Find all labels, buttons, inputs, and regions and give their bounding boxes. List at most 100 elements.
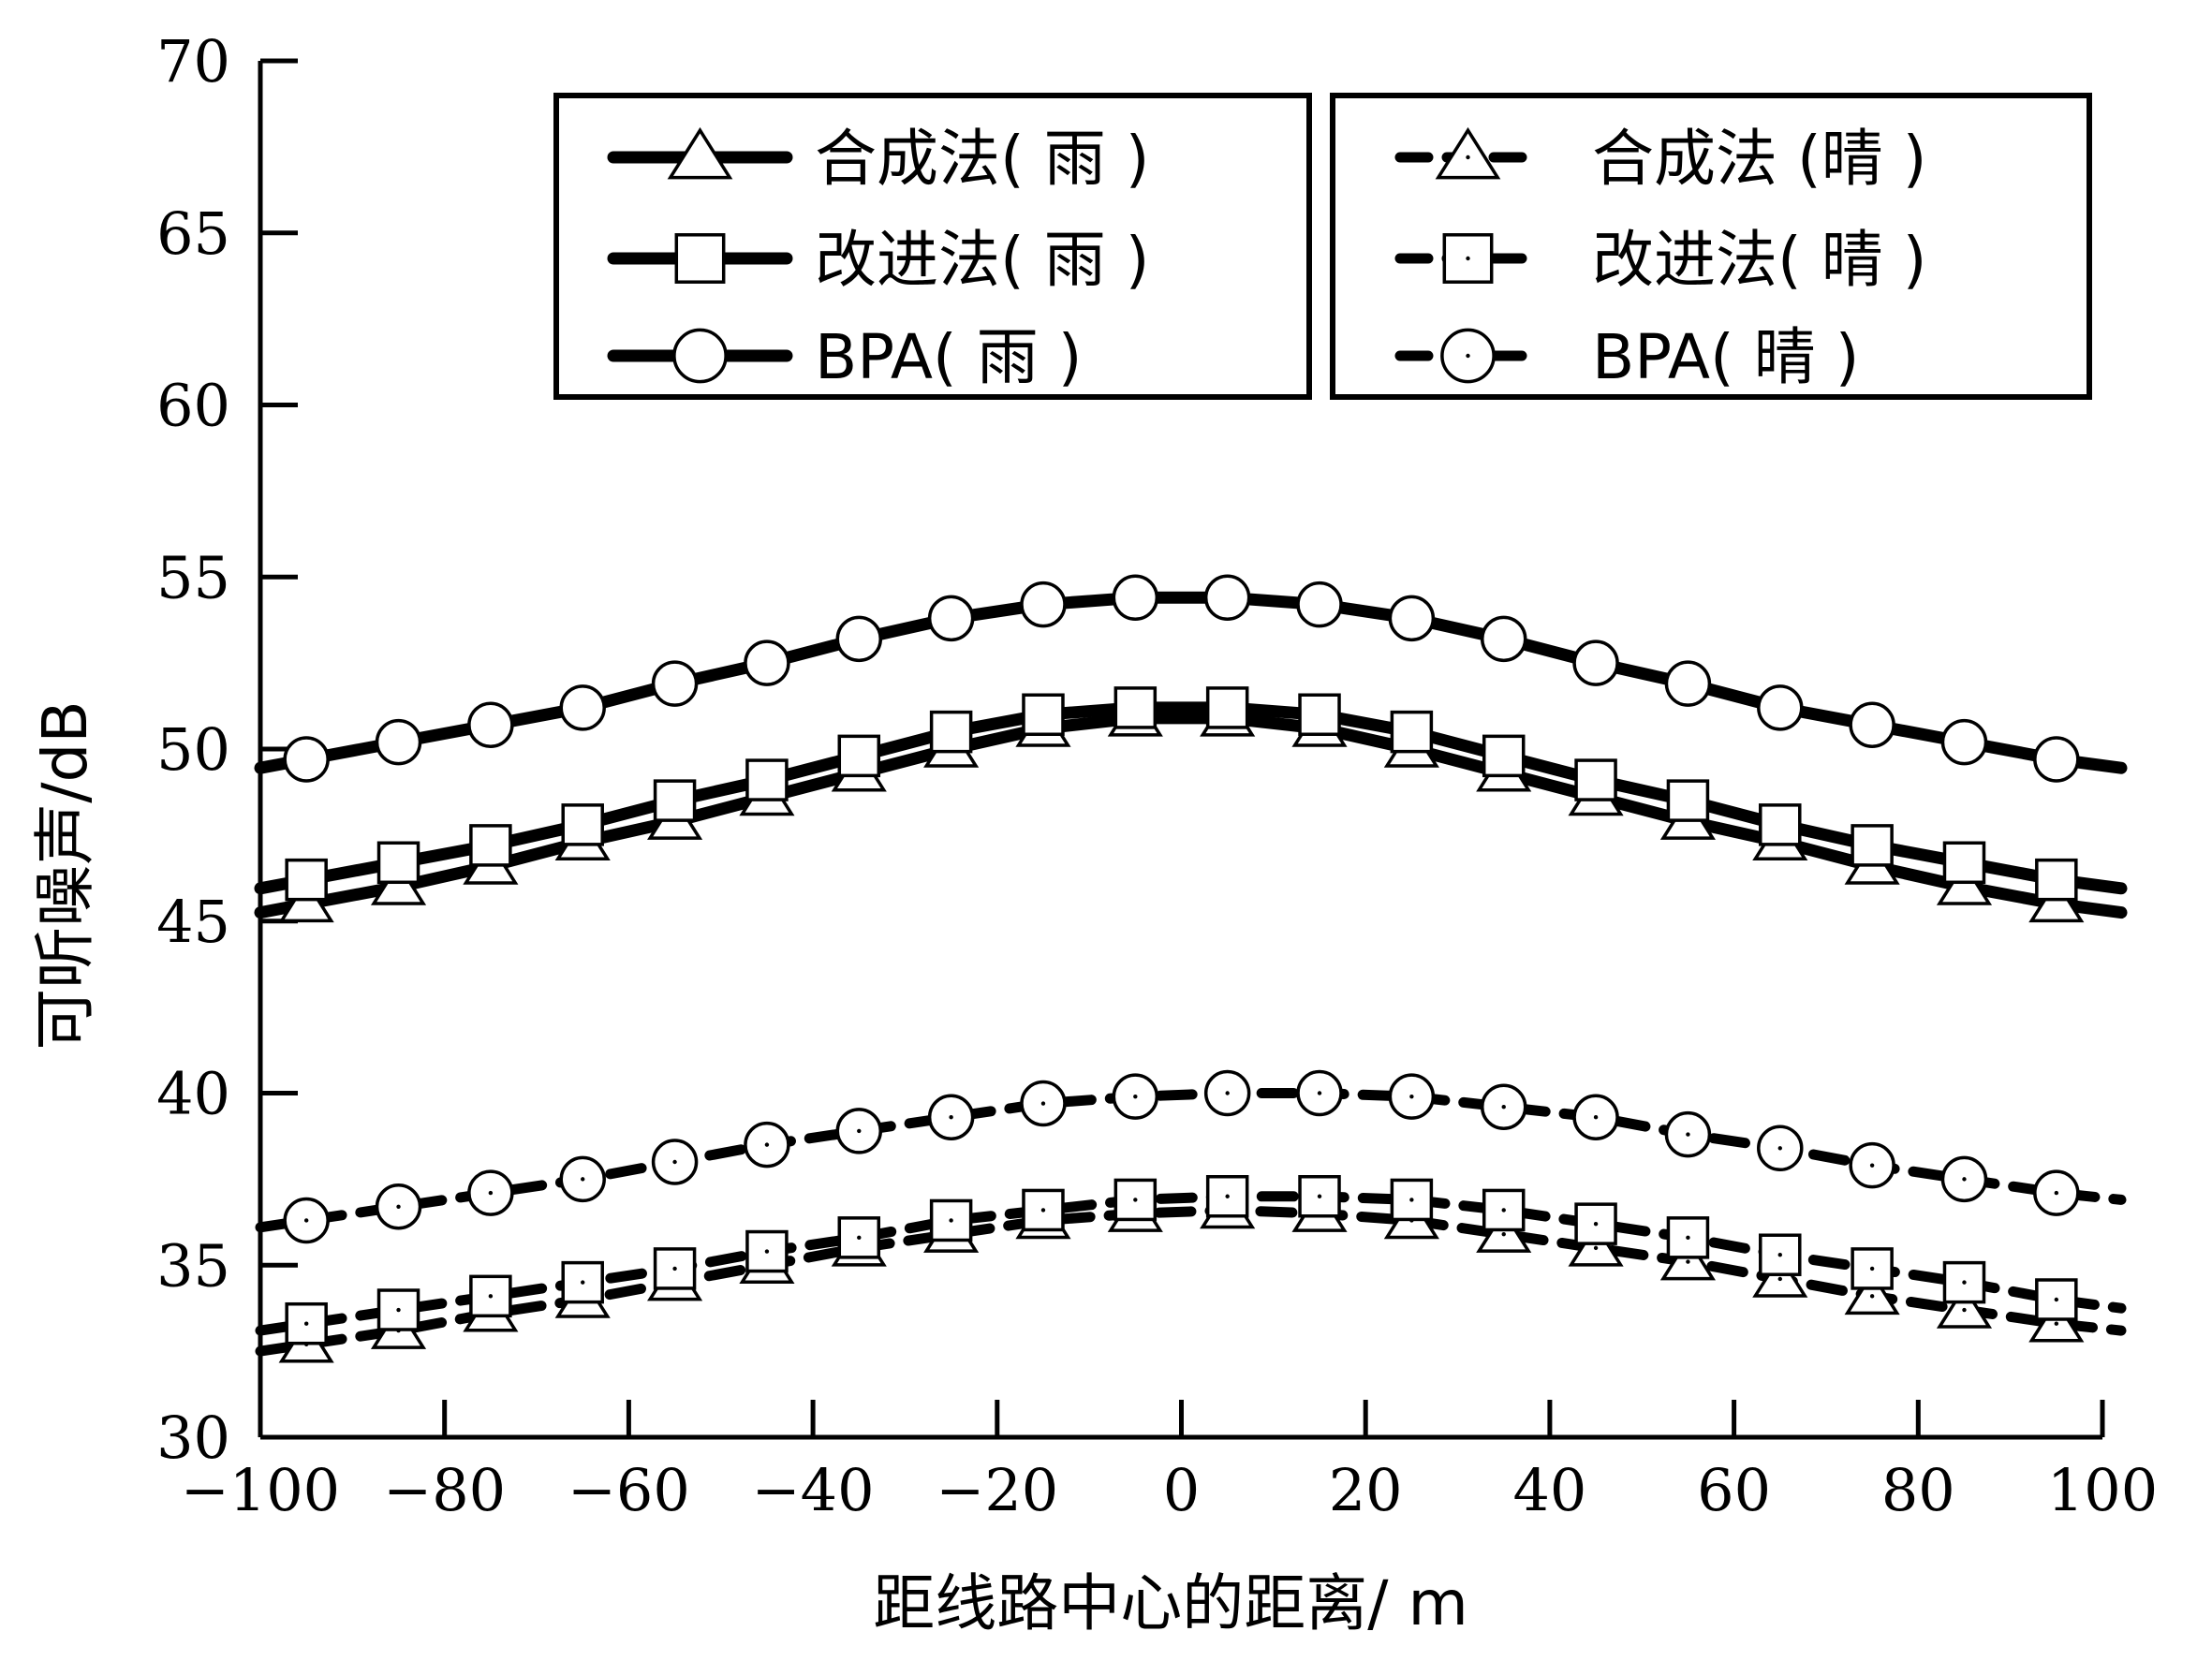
circle-marker	[672, 328, 728, 384]
data-point-5-18	[1851, 1247, 1894, 1290]
legend-label-2: 改进法( 雨 )	[815, 224, 1149, 296]
data-point-5-13	[1390, 1178, 1434, 1222]
square-marker	[674, 233, 726, 284]
data-point-6-13	[1388, 1073, 1436, 1120]
data-point-6-17	[1757, 1124, 1804, 1172]
data-point-6-4	[559, 1155, 606, 1203]
data-point-5-16	[1666, 1216, 1710, 1259]
series-line-2	[254, 701, 2128, 895]
y-tick-label: 50	[156, 715, 230, 784]
data-point-6-19	[1940, 1155, 1988, 1203]
data-point-3-20	[2033, 736, 2080, 783]
data-point-2-6	[745, 758, 789, 801]
data-point-3-4	[559, 684, 606, 731]
data-point-5-15	[1574, 1202, 1617, 1245]
data-point-3-15	[1572, 639, 1619, 686]
data-point-6-15	[1572, 1094, 1619, 1140]
data-point-2-15	[1574, 758, 1617, 801]
data-point-6-18	[1849, 1141, 1895, 1189]
data-point-2-18	[1851, 824, 1894, 867]
data-point-3-16	[1664, 660, 1712, 707]
x-axis-title: 距线路中心的距离/ m	[873, 1567, 1468, 1639]
data-point-6-12	[1296, 1069, 1343, 1117]
y-tick-label: 45	[156, 888, 230, 956]
legend-label-3: BPA( 雨 )	[815, 321, 1082, 393]
data-point-6-16	[1664, 1110, 1712, 1158]
data-point-3-6	[744, 639, 790, 686]
data-point-6-5	[651, 1139, 699, 1185]
plot-area	[254, 574, 2128, 1363]
y-tick-label: 35	[156, 1231, 230, 1300]
y-tick-label: 55	[156, 543, 230, 611]
data-point-3-19	[1940, 718, 1988, 766]
data-point-2-20	[2035, 858, 2078, 902]
data-point-3-3	[467, 701, 514, 749]
y-tick-label: 60	[156, 372, 230, 440]
data-point-6-9	[1020, 1080, 1067, 1127]
data-point-6-1	[283, 1197, 330, 1244]
triangle-marker	[667, 126, 733, 180]
data-point-3-17	[1757, 684, 1804, 731]
data-point-6-11	[1203, 1069, 1251, 1117]
data-point-2-4	[561, 803, 604, 846]
series-line-3	[254, 591, 2128, 774]
x-tick-label: −100	[181, 1456, 340, 1524]
data-point-3-13	[1388, 595, 1436, 642]
data-point-3-12	[1296, 581, 1343, 628]
data-point-5-4	[561, 1260, 604, 1304]
data-point-5-7	[837, 1216, 881, 1259]
x-tick-label: 0	[1163, 1456, 1200, 1524]
y-tick-label: 30	[156, 1404, 230, 1472]
data-point-5-5	[653, 1247, 697, 1290]
data-point-2-14	[1482, 734, 1526, 778]
data-point-6-2	[375, 1183, 422, 1230]
data-point-5-8	[929, 1198, 973, 1242]
data-point-3-18	[1849, 701, 1895, 749]
legend-label-5: 改进法( 晴 )	[1592, 224, 1926, 296]
data-point-5-20	[2035, 1278, 2078, 1321]
series-line-6	[255, 1088, 2127, 1233]
data-point-4-19	[1936, 1284, 1993, 1329]
data-point-5-12	[1298, 1175, 1341, 1218]
data-point-2-3	[469, 824, 512, 867]
x-tick-label: 60	[1697, 1456, 1771, 1524]
data-point-2-19	[1942, 841, 1986, 885]
data-point-5-14	[1482, 1188, 1526, 1232]
square-marker	[1442, 233, 1494, 284]
data-point-2-2	[376, 841, 420, 885]
data-point-2-11	[1205, 686, 1249, 729]
data-point-5-10	[1113, 1178, 1158, 1222]
data-point-6-14	[1480, 1083, 1527, 1130]
y-tick-label: 70	[156, 27, 230, 96]
data-point-2-1	[285, 858, 328, 902]
data-point-6-6	[744, 1121, 790, 1169]
x-tick-label: −80	[383, 1456, 506, 1524]
data-point-4-18	[1844, 1271, 1900, 1316]
legend-label-1: 合成法( 雨 )	[815, 123, 1149, 195]
data-point-2-9	[1022, 693, 1065, 736]
data-point-6-20	[2033, 1169, 2080, 1216]
data-point-6-7	[835, 1108, 883, 1154]
y-tick-label: 65	[156, 199, 230, 268]
data-point-3-5	[651, 660, 699, 707]
data-point-5-9	[1022, 1188, 1065, 1232]
data-point-5-17	[1759, 1233, 1802, 1276]
data-point-3-10	[1112, 574, 1159, 622]
legend: 合成法( 雨 ) 改进法( 雨 ) BPA( 雨 ) 合成法 (晴 ) 改进法( 晴 )…	[553, 93, 2092, 400]
data-point-6-10	[1112, 1073, 1159, 1120]
legend-label-4: 合成法 (晴 )	[1592, 123, 1926, 195]
data-point-2-7	[837, 734, 881, 778]
data-point-3-11	[1203, 574, 1251, 622]
data-point-5-1	[285, 1301, 328, 1345]
data-point-5-19	[1942, 1260, 1986, 1304]
x-tick-label: 80	[1881, 1456, 1955, 1524]
data-point-2-17	[1759, 803, 1802, 846]
legend-label-6: BPA( 晴 )	[1592, 321, 1859, 393]
data-point-2-12	[1298, 693, 1341, 736]
data-point-2-8	[929, 710, 973, 754]
data-point-3-7	[835, 615, 883, 663]
data-point-6-3	[467, 1169, 514, 1216]
x-tick-label: 100	[2047, 1456, 2158, 1524]
data-point-2-5	[653, 779, 697, 822]
